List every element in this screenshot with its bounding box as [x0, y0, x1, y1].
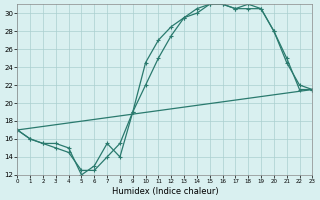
X-axis label: Humidex (Indice chaleur): Humidex (Indice chaleur) [112, 187, 218, 196]
